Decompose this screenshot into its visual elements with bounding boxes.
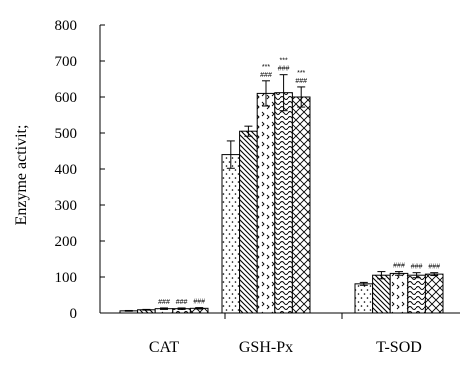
y-tick-label: 600 <box>55 90 78 106</box>
y-axis-title: Enzyme activit; <box>13 125 30 226</box>
y-tick-label: 400 <box>55 162 78 178</box>
y-tick-label: 100 <box>55 270 78 286</box>
bar-t-sod-4 <box>407 274 426 314</box>
bar-gsh-px-5 <box>291 96 311 314</box>
bar-gsh-px-3 <box>256 92 276 314</box>
significance-label: ### <box>428 264 440 271</box>
y-axis-label: Enzyme activit; <box>13 125 30 226</box>
significance-label: ### <box>295 78 307 85</box>
significance-label: ### <box>393 263 405 270</box>
significance-label: ### <box>193 299 205 306</box>
bar-t-sod-2 <box>372 274 391 314</box>
x-category-label: T-SOD <box>376 339 422 356</box>
y-tick-label: 300 <box>55 198 78 214</box>
bar-t-sod-5 <box>424 273 444 314</box>
bars <box>119 92 444 314</box>
bar-gsh-px-1 <box>221 154 241 314</box>
bar-gsh-px-4 <box>274 92 293 314</box>
category-labels: CAT GSH-Px T-SOD <box>149 339 422 356</box>
y-ticks: 0 100 200 300 400 500 600 700 800 <box>55 18 105 322</box>
significance-label: *** <box>280 58 288 65</box>
bar-t-sod-3 <box>389 272 409 314</box>
y-tick-label: 700 <box>55 54 78 70</box>
y-tick-label: 800 <box>55 18 78 34</box>
significance-label: ### <box>260 72 272 79</box>
x-category-label: CAT <box>149 339 179 356</box>
significance-label: *** <box>297 70 305 77</box>
significance-labels: ### ### ######*** ###***###***### ### ### <box>158 58 440 306</box>
significance-label: ### <box>411 264 423 271</box>
bar-gsh-px-2 <box>239 130 258 314</box>
significance-label: ### <box>278 66 290 73</box>
significance-label: *** <box>262 64 270 71</box>
bar-t-sod-1 <box>354 283 374 314</box>
significance-label: ### <box>176 299 188 306</box>
significance-label: ### <box>158 299 170 306</box>
error-bars <box>124 74 439 312</box>
y-tick-label: 500 <box>55 126 78 142</box>
y-tick-label: 0 <box>70 306 78 322</box>
y-tick-label: 200 <box>55 234 78 250</box>
x-category-label: GSH-Px <box>239 339 293 356</box>
